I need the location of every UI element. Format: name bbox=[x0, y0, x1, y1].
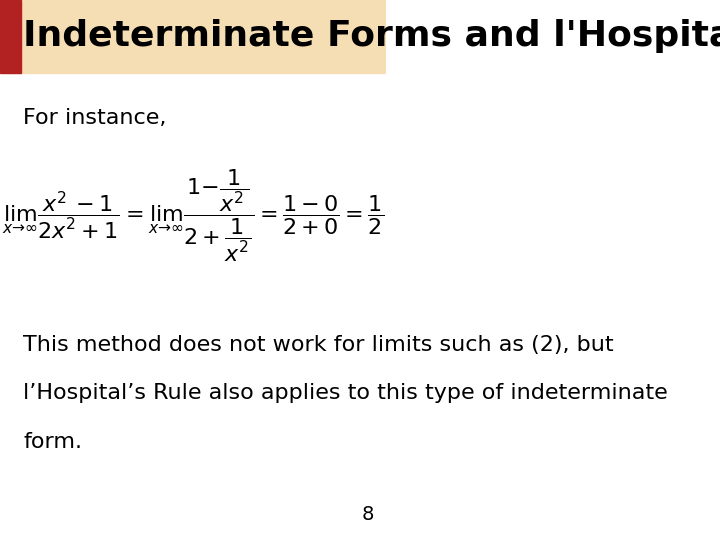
Bar bbox=[0, 0, 386, 73]
Text: 8: 8 bbox=[362, 505, 374, 524]
Text: $\lim_{x \to \infty} \dfrac{x^2 - 1}{2x^2 + 1} = \lim_{x \to \infty} \dfrac{1 - : $\lim_{x \to \infty} \dfrac{x^2 - 1}{2x^… bbox=[2, 168, 384, 264]
Text: l’Hospital’s Rule also applies to this type of indeterminate: l’Hospital’s Rule also applies to this t… bbox=[23, 383, 668, 403]
Text: form.: form. bbox=[23, 432, 82, 452]
Bar bbox=[0, 0, 21, 73]
Text: For instance,: For instance, bbox=[23, 108, 166, 128]
Text: Indeterminate Forms and l'Hospital's Rule: Indeterminate Forms and l'Hospital's Rul… bbox=[23, 19, 720, 53]
Text: This method does not work for limits such as (2), but: This method does not work for limits suc… bbox=[23, 335, 613, 355]
